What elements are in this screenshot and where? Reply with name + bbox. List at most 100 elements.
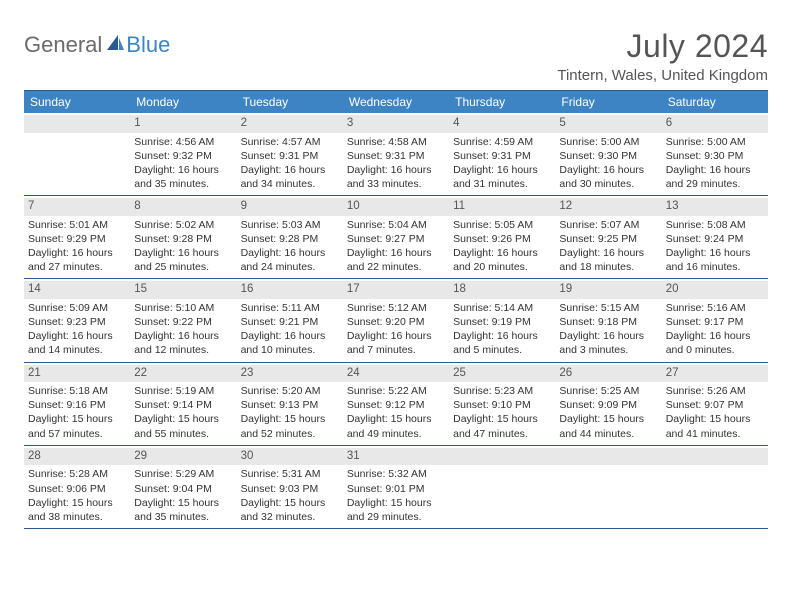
day-number: 2 xyxy=(237,115,343,133)
day-cell: 31Sunrise: 5:32 AMSunset: 9:01 PMDayligh… xyxy=(343,446,449,528)
logo-text-general: General xyxy=(24,32,102,58)
week-row: 7Sunrise: 5:01 AMSunset: 9:29 PMDaylight… xyxy=(24,196,768,279)
daylight-text: Daylight: 16 hours and 14 minutes. xyxy=(28,329,126,357)
daylight-text: Daylight: 16 hours and 12 minutes. xyxy=(134,329,232,357)
daylight-text: Daylight: 16 hours and 20 minutes. xyxy=(453,246,551,274)
sunrise-text: Sunrise: 4:59 AM xyxy=(453,135,551,149)
day-cell: 20Sunrise: 5:16 AMSunset: 9:17 PMDayligh… xyxy=(662,279,768,361)
sunrise-text: Sunrise: 5:08 AM xyxy=(666,218,764,232)
sunrise-text: Sunrise: 5:28 AM xyxy=(28,467,126,481)
day-number-empty xyxy=(555,448,661,466)
calendar-page: General Blue July 2024 Tintern, Wales, U… xyxy=(0,0,792,549)
day-cell xyxy=(662,446,768,528)
day-number: 10 xyxy=(343,198,449,216)
sunset-text: Sunset: 9:30 PM xyxy=(559,149,657,163)
day-header: Wednesday xyxy=(343,91,449,113)
sunrise-text: Sunrise: 5:31 AM xyxy=(241,467,339,481)
sunset-text: Sunset: 9:32 PM xyxy=(134,149,232,163)
day-cell: 11 Sunrise: 5:05 AMSunset: 9:26 PMDayligh… xyxy=(449,196,555,278)
sunrise-text: Sunrise: 5:18 AM xyxy=(28,384,126,398)
sunset-text: Sunset: 9:03 PM xyxy=(241,482,339,496)
sunrise-text: Sunrise: 5:03 AM xyxy=(241,218,339,232)
day-headers-row: SundayMondayTuesdayWednesdayThursdayFrid… xyxy=(24,91,768,113)
sunrise-text: Sunrise: 5:05 AM xyxy=(453,218,551,232)
daylight-text: Daylight: 15 hours and 41 minutes. xyxy=(666,412,764,440)
day-cell xyxy=(449,446,555,528)
day-cell: 15Sunrise: 5:10 AMSunset: 9:22 PMDayligh… xyxy=(130,279,236,361)
sunset-text: Sunset: 9:31 PM xyxy=(241,149,339,163)
daylight-text: Daylight: 16 hours and 24 minutes. xyxy=(241,246,339,274)
sunset-text: Sunset: 9:26 PM xyxy=(453,232,551,246)
daylight-text: Daylight: 15 hours and 49 minutes. xyxy=(347,412,445,440)
daylight-text: Daylight: 16 hours and 3 minutes. xyxy=(559,329,657,357)
sunset-text: Sunset: 9:24 PM xyxy=(666,232,764,246)
day-cell: 29Sunrise: 5:29 AMSunset: 9:04 PMDayligh… xyxy=(130,446,236,528)
day-number: 3 xyxy=(343,115,449,133)
day-number: 11 xyxy=(449,198,555,216)
daylight-text: Daylight: 15 hours and 35 minutes. xyxy=(134,496,232,524)
sunrise-text: Sunrise: 5:02 AM xyxy=(134,218,232,232)
sunset-text: Sunset: 9:06 PM xyxy=(28,482,126,496)
day-cell: 24Sunrise: 5:22 AMSunset: 9:12 PMDayligh… xyxy=(343,363,449,445)
sunrise-text: Sunrise: 5:20 AM xyxy=(241,384,339,398)
day-number: 29 xyxy=(130,448,236,466)
day-number: 1 xyxy=(130,115,236,133)
daylight-text: Daylight: 15 hours and 55 minutes. xyxy=(134,412,232,440)
day-cell xyxy=(24,113,130,195)
day-number: 23 xyxy=(237,365,343,383)
day-cell: 26Sunrise: 5:25 AMSunset: 9:09 PMDayligh… xyxy=(555,363,661,445)
week-row: 21Sunrise: 5:18 AMSunset: 9:16 PMDayligh… xyxy=(24,363,768,446)
sunset-text: Sunset: 9:27 PM xyxy=(347,232,445,246)
sunset-text: Sunset: 9:29 PM xyxy=(28,232,126,246)
daylight-text: Daylight: 15 hours and 29 minutes. xyxy=(347,496,445,524)
sunset-text: Sunset: 9:10 PM xyxy=(453,398,551,412)
day-number: 4 xyxy=(449,115,555,133)
sail-icon xyxy=(104,33,126,58)
day-cell: 5Sunrise: 5:00 AMSunset: 9:30 PMDaylight… xyxy=(555,113,661,195)
day-number: 21 xyxy=(24,365,130,383)
day-cell: 10Sunrise: 5:04 AMSunset: 9:27 PMDayligh… xyxy=(343,196,449,278)
day-cell: 4 Sunrise: 4:59 AMSunset: 9:31 PMDaylight… xyxy=(449,113,555,195)
sunrise-text: Sunrise: 5:00 AM xyxy=(666,135,764,149)
sunrise-text: Sunrise: 5:12 AM xyxy=(347,301,445,315)
day-number: 26 xyxy=(555,365,661,383)
daylight-text: Daylight: 16 hours and 34 minutes. xyxy=(241,163,339,191)
day-number: 27 xyxy=(662,365,768,383)
sunset-text: Sunset: 9:17 PM xyxy=(666,315,764,329)
sunrise-text: Sunrise: 5:10 AM xyxy=(134,301,232,315)
daylight-text: Daylight: 16 hours and 22 minutes. xyxy=(347,246,445,274)
sunrise-text: Sunrise: 5:25 AM xyxy=(559,384,657,398)
header: General Blue July 2024 Tintern, Wales, U… xyxy=(24,28,768,84)
sunrise-text: Sunrise: 5:19 AM xyxy=(134,384,232,398)
sunrise-text: Sunrise: 5:09 AM xyxy=(28,301,126,315)
day-number: 22 xyxy=(130,365,236,383)
day-header: Tuesday xyxy=(237,91,343,113)
daylight-text: Daylight: 15 hours and 52 minutes. xyxy=(241,412,339,440)
day-header: Saturday xyxy=(662,91,768,113)
sunrise-text: Sunrise: 5:00 AM xyxy=(559,135,657,149)
sunset-text: Sunset: 9:31 PM xyxy=(453,149,551,163)
daylight-text: Daylight: 16 hours and 0 minutes. xyxy=(666,329,764,357)
day-number-empty xyxy=(449,448,555,466)
day-number: 6 xyxy=(662,115,768,133)
daylight-text: Daylight: 16 hours and 16 minutes. xyxy=(666,246,764,274)
sunrise-text: Sunrise: 5:14 AM xyxy=(453,301,551,315)
day-header: Thursday xyxy=(449,91,555,113)
day-cell: 14Sunrise: 5:09 AMSunset: 9:23 PMDayligh… xyxy=(24,279,130,361)
day-number: 17 xyxy=(343,281,449,299)
daylight-text: Daylight: 15 hours and 44 minutes. xyxy=(559,412,657,440)
day-number: 5 xyxy=(555,115,661,133)
sunrise-text: Sunrise: 5:23 AM xyxy=(453,384,551,398)
sunset-text: Sunset: 9:22 PM xyxy=(134,315,232,329)
day-header: Sunday xyxy=(24,91,130,113)
daylight-text: Daylight: 15 hours and 57 minutes. xyxy=(28,412,126,440)
daylight-text: Daylight: 15 hours and 47 minutes. xyxy=(453,412,551,440)
day-number: 7 xyxy=(24,198,130,216)
daylight-text: Daylight: 16 hours and 31 minutes. xyxy=(453,163,551,191)
day-number: 28 xyxy=(24,448,130,466)
day-cell: 7Sunrise: 5:01 AMSunset: 9:29 PMDaylight… xyxy=(24,196,130,278)
sunset-text: Sunset: 9:28 PM xyxy=(241,232,339,246)
day-number-empty xyxy=(24,115,130,133)
daylight-text: Daylight: 16 hours and 10 minutes. xyxy=(241,329,339,357)
day-number: 9 xyxy=(237,198,343,216)
